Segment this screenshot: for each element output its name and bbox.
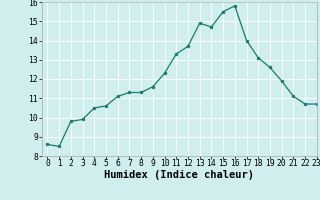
- X-axis label: Humidex (Indice chaleur): Humidex (Indice chaleur): [104, 170, 254, 180]
